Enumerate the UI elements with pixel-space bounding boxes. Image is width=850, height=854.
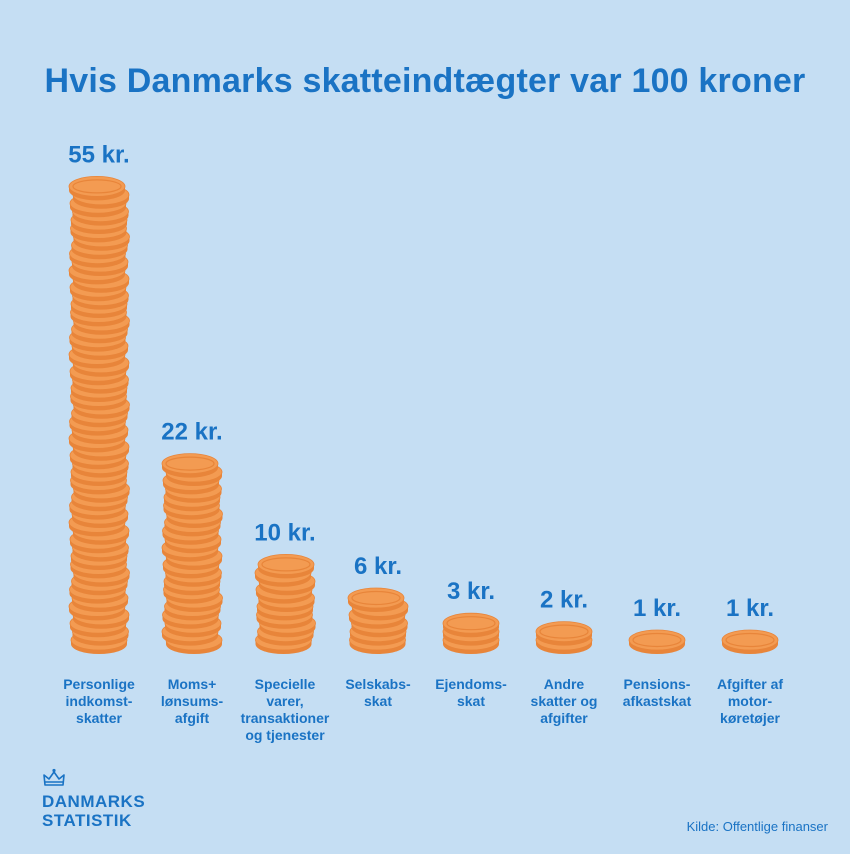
coin-top-ring — [261, 557, 311, 572]
category-label: Ejendoms-skat — [435, 676, 507, 709]
category-label: Pensions-afkastskat — [623, 676, 692, 709]
category-label: Afgifter af motor-køretøjer — [717, 676, 783, 726]
category-label: Personlige indkomst-skatter — [63, 676, 135, 726]
category-label: Andre skatter og afgifter — [531, 676, 598, 726]
value-label: 55 kr. — [68, 141, 129, 168]
coin-stack — [68, 175, 130, 654]
chart-title: Hvis Danmarks skatteindtægter var 100 kr… — [44, 62, 806, 100]
coin-top-ring — [632, 632, 682, 648]
value-label: 22 kr. — [161, 419, 222, 446]
value-label: 6 kr. — [354, 553, 402, 580]
value-label: 2 kr. — [540, 587, 588, 614]
coin-top-ring — [446, 616, 496, 631]
value-label: 1 kr. — [633, 595, 681, 622]
coin-stack — [347, 587, 409, 654]
source-note: Kilde: Offentlige finanser — [686, 819, 828, 834]
logo-line-2: STATISTIK — [42, 811, 132, 830]
coin-top-ring — [725, 632, 775, 648]
value-label: 1 kr. — [726, 595, 774, 622]
value-label: 10 kr. — [254, 519, 315, 546]
coin-stack — [442, 612, 500, 654]
coin-top-ring — [351, 590, 401, 606]
coin-top-ring — [165, 456, 215, 471]
coin-top-ring — [72, 179, 122, 194]
coin-stack — [254, 554, 316, 654]
category-label: Specielle varer, transaktioner og tjenester — [241, 676, 330, 743]
coin-top-ring — [539, 624, 589, 639]
category-label: Selskabs-skat — [345, 676, 411, 709]
coin-stack — [161, 453, 223, 654]
coin-stack — [628, 629, 686, 654]
value-label: 3 kr. — [447, 578, 495, 605]
coin-stack — [721, 629, 779, 654]
logo-line-1: DANMARKS — [42, 792, 146, 811]
crown-icon — [43, 768, 65, 786]
category-label: Moms+ lønsums-afgift — [161, 676, 224, 726]
coin-stack — [535, 621, 593, 654]
